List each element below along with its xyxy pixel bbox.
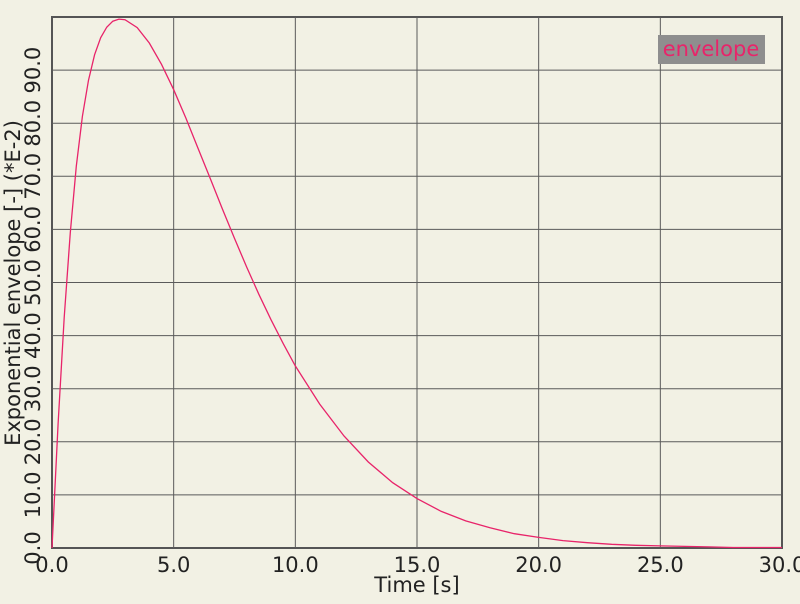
- y-tick-label-7: 70.0: [21, 153, 45, 200]
- y-tick-label-4: 40.0: [21, 312, 45, 359]
- y-tick-label-8: 80.0: [21, 100, 45, 147]
- tick-labels: 0.0 5.0 10.0 15.0 20.0 25.0 30.0 0.0 10.0 20.0 30.…: [21, 47, 800, 577]
- y-tick-label-5: 50.0: [21, 259, 45, 306]
- x-tick-label-0: 0.0: [35, 553, 68, 577]
- y-tick-label-1: 10.0: [21, 472, 45, 519]
- y-tick-label-0: 0.0: [21, 531, 45, 564]
- y-tick-label-6: 60.0: [21, 206, 45, 253]
- x-tick-label-1: 5.0: [157, 553, 190, 577]
- x-tick-label-6: 30.0: [759, 553, 800, 577]
- x-tick-label-5: 25.0: [637, 553, 684, 577]
- x-axis-label: Time [s]: [373, 573, 459, 597]
- x-tick-label-3: 15.0: [394, 553, 441, 577]
- legend: envelope: [658, 35, 765, 64]
- y-tick-label-9: 90.0: [21, 47, 45, 94]
- legend-box: [658, 35, 765, 64]
- x-tick-label-2: 10.0: [272, 553, 319, 577]
- grid: [52, 17, 782, 548]
- series-layer: [51, 18, 782, 549]
- legend-label-envelope: envelope: [663, 37, 760, 61]
- y-tick-label-3: 30.0: [21, 365, 45, 412]
- y-tick-label-2: 20.0: [21, 418, 45, 465]
- y-axis-label: Exponential envelope [-] (*E-2): [1, 120, 25, 446]
- series-line-0: [51, 18, 782, 549]
- x-tick-label-4: 20.0: [515, 553, 562, 577]
